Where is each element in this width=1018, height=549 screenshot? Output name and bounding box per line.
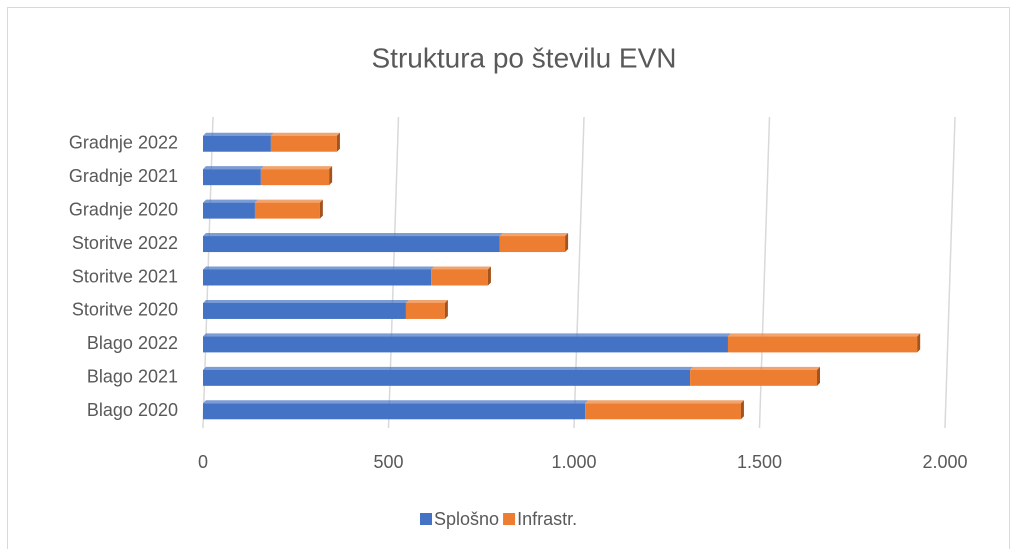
chart-frame (7, 7, 1010, 549)
bar-top (405, 299, 448, 303)
bar (727, 336, 918, 353)
bar (270, 135, 337, 152)
bar-end (817, 366, 821, 386)
y-tick-label: Gradnje 2021 (69, 166, 178, 186)
bar (690, 369, 818, 386)
bar-top (203, 266, 435, 270)
bar (499, 236, 566, 253)
bar (203, 169, 261, 186)
bar-top (260, 166, 333, 170)
bar (203, 403, 586, 420)
y-tick-label: Blago 2021 (87, 367, 178, 387)
bar-top (254, 199, 323, 203)
x-tick-label: 1.000 (551, 452, 596, 472)
bar (203, 369, 691, 386)
bar (585, 403, 741, 420)
bar-top (203, 199, 258, 203)
bar (203, 135, 271, 152)
bar-end (487, 266, 491, 286)
y-tick-label: Storitve 2022 (72, 233, 178, 253)
bar-top (727, 333, 921, 337)
bar-end (740, 400, 744, 420)
bar-top (431, 266, 491, 270)
y-tick-label: Storitve 2021 (72, 266, 178, 286)
y-tick-label: Gradnje 2022 (69, 132, 178, 152)
bar (405, 302, 445, 319)
x-tick-label: 2.000 (922, 452, 967, 472)
bar (431, 269, 488, 286)
bar-top (499, 233, 569, 237)
bar-top (203, 166, 264, 170)
bar (203, 302, 406, 319)
bar-top (270, 132, 340, 136)
bar (203, 269, 432, 286)
bar-top (203, 132, 274, 136)
legend-swatch (503, 513, 516, 525)
bar-end (336, 132, 340, 152)
bar (203, 336, 728, 353)
bar-top (203, 233, 503, 237)
chart-title: Struktura po številu EVN (371, 42, 676, 73)
bar-end (917, 333, 921, 353)
y-tick-label: Gradnje 2020 (69, 199, 178, 219)
bar-top (203, 366, 694, 370)
bar (203, 236, 500, 253)
bar-top (203, 299, 409, 303)
y-tick-label: Storitve 2020 (72, 300, 178, 320)
legend-label: Splošno (434, 509, 499, 529)
bar-end (444, 299, 448, 319)
bar-top (585, 400, 744, 404)
bar-top (690, 366, 821, 370)
bar-end (565, 233, 569, 253)
bar (254, 202, 320, 219)
bar (260, 169, 330, 186)
x-tick-label: 1.500 (737, 452, 782, 472)
y-tick-label: Blago 2022 (87, 333, 178, 353)
bar-top (203, 400, 589, 404)
bar (203, 202, 255, 219)
bar-top (203, 333, 731, 337)
x-tick-label: 500 (373, 452, 403, 472)
grid-line (944, 116, 956, 429)
y-tick-label: Blago 2020 (87, 400, 178, 420)
bar-end (319, 199, 323, 219)
bar-end (329, 166, 333, 186)
x-tick-label: 0 (198, 452, 208, 472)
legend-label: Infrastr. (517, 509, 577, 529)
legend-swatch (420, 513, 432, 525)
